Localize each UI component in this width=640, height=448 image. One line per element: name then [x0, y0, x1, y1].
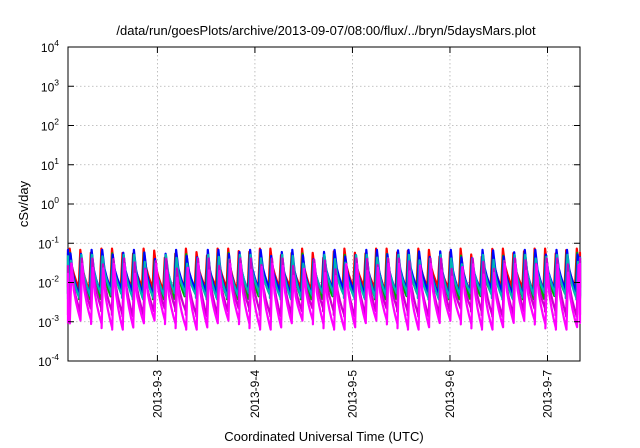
x-axis-ticks: 2013-9-3 2013-9-4 2013-9-5 2013-9-6 2013-9-7 — [150, 47, 554, 418]
y-axis-ticks: 104 103 102 101 100 10-1 10-2 10-3 10-4 — [38, 38, 580, 369]
y-tick-label: 103 — [41, 77, 59, 94]
y-tick-label: 100 — [41, 195, 59, 212]
series-line — [66, 262, 582, 331]
x-tick-label: 2013-9-7 — [540, 370, 554, 418]
x-axis-label: Coordinated Universal Time (UTC) — [224, 429, 423, 444]
x-tick-label: 2013-9-3 — [150, 370, 164, 418]
y-tick-label: 10-1 — [38, 234, 59, 251]
x-tick-label: 2013-9-6 — [443, 370, 457, 418]
y-tick-label: 104 — [41, 38, 59, 55]
series-group — [66, 247, 582, 331]
y-axis-label: cSv/day — [16, 180, 31, 227]
y-tick-label: 10-4 — [38, 352, 59, 369]
y-tick-label: 102 — [41, 117, 59, 134]
y-tick-label: 10-3 — [38, 313, 59, 330]
x-tick-label: 2013-9-4 — [248, 370, 262, 418]
y-tick-label: 101 — [41, 156, 59, 173]
y-tick-label: 10-2 — [38, 274, 59, 291]
chart-title: /data/run/goesPlots/archive/2013-09-07/0… — [116, 23, 536, 38]
x-tick-label: 2013-9-5 — [345, 370, 359, 418]
